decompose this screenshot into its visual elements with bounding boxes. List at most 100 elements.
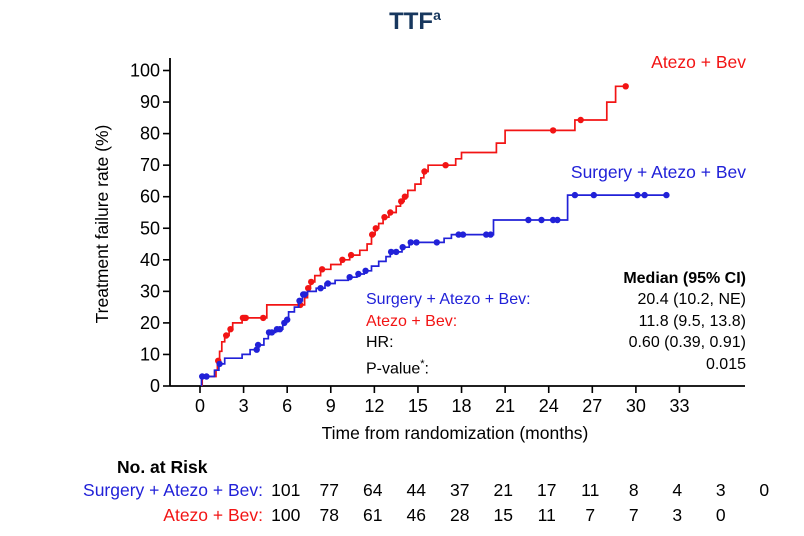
risk-count: 37 [450, 480, 470, 500]
risk-count: 3 [715, 480, 726, 500]
series-atezo-bev [201, 83, 629, 386]
censor-mark [399, 244, 406, 251]
risk-row-values: 101 77 64 44 37 21 17 11 8 4 3 0 [264, 480, 786, 501]
censor-mark [254, 341, 262, 349]
censor-mark [308, 278, 315, 286]
censor-mark [483, 231, 490, 238]
stats-row: Atezo + Bev: 11.8 (9.5, 13.8) [366, 311, 746, 332]
censor-mark [549, 127, 557, 134]
x-tick-label: 3 [239, 396, 249, 416]
x-tick-label: 33 [669, 396, 689, 416]
risk-row-label: Atezo + Bev: [163, 505, 263, 525]
risk-count: 15 [493, 505, 513, 525]
risk-count: 17 [537, 480, 557, 500]
y-tick-label: 0 [150, 376, 160, 396]
risk-count: 44 [406, 480, 426, 500]
chart-title: TTFa [389, 7, 441, 36]
censor-mark [347, 251, 355, 259]
y-tick-label: 90 [140, 92, 160, 112]
censor-mark [554, 216, 561, 224]
censor-mark [355, 270, 362, 278]
x-tick-label: 30 [626, 396, 646, 416]
y-axis-title: Treatment failure rate (%) [92, 124, 112, 324]
x-tick-label: 0 [195, 396, 205, 416]
risk-count: 3 [672, 505, 683, 525]
censor-mark [407, 239, 414, 246]
censor-mark [369, 231, 376, 238]
risk-count: 28 [450, 505, 470, 525]
censor-mark [296, 297, 303, 304]
censor-mark [393, 248, 400, 256]
chart-title-superscript: a [433, 7, 441, 23]
censor-mark [525, 216, 532, 224]
y-tick-label: 10 [140, 344, 160, 364]
censor-mark [339, 256, 346, 263]
risk-count: 4 [672, 480, 683, 500]
censor-mark [487, 231, 494, 238]
y-tick-label: 50 [140, 218, 160, 238]
x-tick-label: 6 [282, 396, 292, 416]
censor-mark [401, 193, 409, 200]
censor-mark [455, 231, 462, 238]
censor-mark [268, 329, 276, 336]
censor-mark [203, 373, 210, 380]
x-tick-label: 12 [364, 396, 384, 416]
risk-count: 7 [585, 505, 596, 525]
censor-mark [260, 314, 267, 322]
x-axis-title: Time from randomization (months) [321, 423, 589, 443]
y-tick-label: 40 [140, 250, 160, 270]
censor-mark [305, 285, 312, 292]
stats-row: Surgery + Atezo + Bev: 20.4 (10.2, NE) [366, 289, 746, 310]
y-tick-label: 80 [140, 124, 160, 144]
risk-count: 101 [271, 480, 301, 500]
censor-mark [398, 198, 405, 205]
risk-count: 21 [493, 480, 513, 500]
censor-mark [381, 214, 388, 221]
stats-row-value: 11.8 (9.5, 13.8) [638, 312, 746, 330]
censor-mark [387, 209, 394, 216]
risk-row-values: 100 78 61 46 28 15 11 7 7 3 0 [264, 505, 743, 526]
stats-row-label: P-value*: [366, 357, 429, 377]
censor-mark [433, 239, 440, 246]
x-tick-label: 24 [539, 396, 559, 416]
km-chart-canvas: 0 3 6 9 12 15 18 21 24 27 30 33 0 10 20 30 40 50 60 70 80 90 1… [130, 58, 745, 416]
censor-mark [301, 291, 308, 298]
censor-mark [442, 162, 449, 169]
censor-mark [324, 280, 332, 287]
stats-row: P-value*: 0.015 [366, 354, 746, 380]
stats-header: Median (95% CI) [623, 270, 746, 287]
risk-count: 78 [319, 505, 339, 525]
x-tick-label: 15 [408, 396, 428, 416]
censor-mark [634, 191, 641, 199]
censor-mark [590, 191, 597, 199]
y-tick-label: 100 [130, 61, 160, 81]
risk-count: 64 [363, 480, 383, 500]
censor-mark [372, 225, 379, 232]
y-tick-label: 20 [140, 313, 160, 333]
x-tick-label: 18 [452, 396, 472, 416]
risk-count: 11 [537, 505, 556, 525]
risk-count: 8 [628, 480, 639, 500]
curve-label-atezo-bev: Atezo + Bev [651, 52, 746, 72]
censor-mark [413, 239, 420, 246]
stats-row: HR: 0.60 (0.39, 0.91) [366, 332, 746, 353]
risk-count: 11 [581, 480, 600, 500]
censor-mark [317, 285, 324, 292]
stats-row-label: Surgery + Atezo + Bev: [366, 291, 531, 309]
censor-mark [346, 274, 353, 281]
y-tick-label: 30 [140, 281, 160, 301]
censor-mark [387, 248, 395, 256]
x-tick-label: 21 [495, 396, 515, 416]
chart-title-text: TTF [389, 8, 434, 35]
x-tick-label: 27 [582, 396, 602, 416]
risk-count: 46 [406, 505, 426, 525]
censor-mark [622, 83, 629, 90]
risk-table-title: No. at Risk [117, 457, 208, 477]
censor-mark [242, 314, 249, 322]
stats-row-value: 0.60 (0.39, 0.91) [628, 334, 746, 352]
censor-mark [223, 332, 230, 339]
y-tick-label: 60 [140, 187, 160, 207]
stats-row-label: Atezo + Bev: [366, 312, 458, 330]
stats-row-value: 20.4 (10.2, NE) [637, 291, 747, 309]
censor-mark [227, 326, 234, 333]
